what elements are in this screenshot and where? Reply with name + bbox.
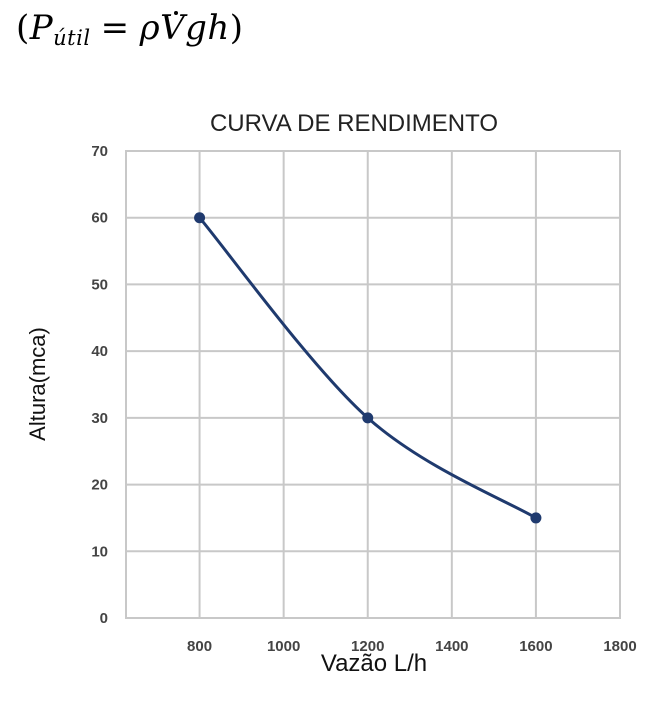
y-tick-label: 40 — [91, 343, 108, 360]
formula-useful-power: (Pútil = ρVgh) — [16, 8, 244, 50]
formula-gh: gh — [185, 8, 230, 48]
x-tick-label: 1000 — [267, 638, 300, 655]
y-tick-label: 0 — [100, 610, 108, 627]
formula-open-paren: ( — [16, 8, 30, 48]
data-point-markers — [194, 212, 542, 524]
y-tick-label: 10 — [91, 543, 108, 560]
x-tick-label: 1400 — [435, 638, 468, 655]
y-tick-label: 30 — [91, 410, 108, 427]
formula-subscript: útil — [53, 26, 91, 50]
formula-close-paren: ) — [229, 8, 244, 48]
chart-tick-labels: 0 10 20 30 40 50 60 70 800 1000 1200 1400 1600 1800 — [91, 143, 636, 655]
chart-title: CURVA DE RENDIMENTO — [209, 110, 499, 137]
x-tick-label: 1600 — [519, 638, 552, 655]
x-axis-label: Vazão L/h — [320, 650, 428, 677]
x-tick-label: 800 — [187, 638, 212, 655]
y-tick-label: 60 — [91, 210, 108, 227]
data-point-marker — [194, 212, 206, 224]
data-point-marker — [362, 412, 374, 424]
chart-grid — [125, 150, 621, 619]
x-tick-label: 1800 — [603, 638, 636, 655]
y-tick-label: 50 — [91, 276, 108, 293]
formula-equals: = — [100, 8, 130, 48]
formula-symbol-p: P — [29, 8, 54, 48]
formula-rho: ρ — [139, 8, 161, 48]
y-tick-label: 70 — [91, 143, 108, 160]
data-point-marker — [530, 512, 542, 524]
x-tick-label: 1200 — [351, 638, 384, 655]
y-tick-label: 20 — [91, 477, 108, 494]
formula-volume-flow-dot: V — [160, 8, 186, 48]
